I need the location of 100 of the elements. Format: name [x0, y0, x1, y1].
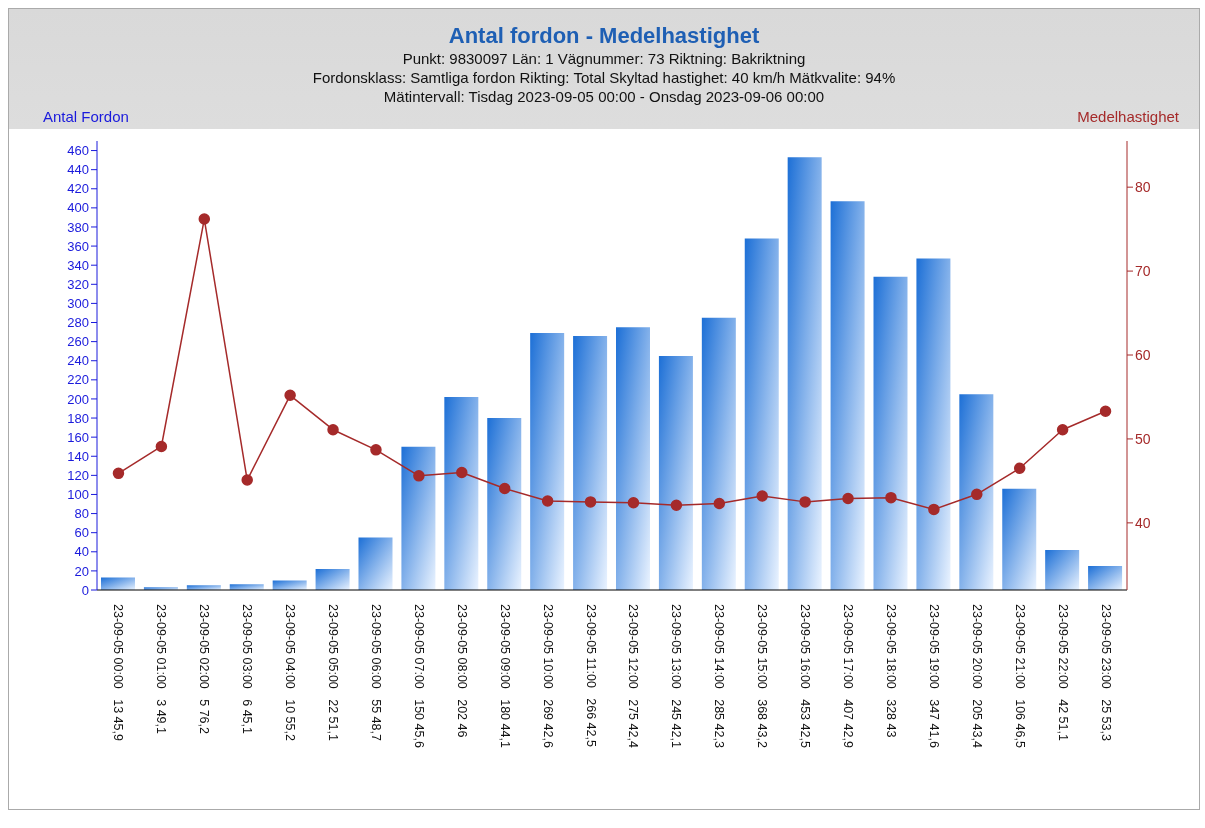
point — [456, 466, 468, 479]
bar — [959, 394, 994, 590]
y-tick-label: 420 — [67, 181, 89, 197]
y-tick-label: 360 — [67, 238, 89, 254]
point — [498, 482, 511, 495]
bar — [444, 397, 479, 590]
y-tick-label: 120 — [67, 467, 89, 483]
y2-tick-label: 80 — [1135, 179, 1151, 196]
y2-tick-label: 60 — [1135, 346, 1151, 363]
point — [756, 490, 768, 502]
point — [370, 444, 382, 456]
bar — [830, 201, 865, 590]
y-tick-label: 60 — [74, 525, 89, 541]
y2-tick-label: 70 — [1135, 263, 1151, 280]
point — [885, 491, 897, 504]
y-tick-label: 460 — [67, 143, 89, 159]
x-tick-label: 23-09-05 23:00 25 53,3 — [1098, 604, 1113, 741]
bar — [573, 335, 608, 590]
bar — [1088, 566, 1123, 590]
bar — [744, 238, 779, 590]
point — [327, 423, 339, 436]
point — [284, 389, 296, 402]
point — [1056, 423, 1069, 436]
point — [413, 470, 425, 482]
x-tick-label: 23-09-05 12:00 275 42,4 — [626, 604, 641, 748]
x-tick-label: 23-09-05 08:00 202 46 — [454, 604, 469, 738]
x-tick-label: 23-09-05 07:00 150 45,6 — [411, 604, 426, 748]
y2-axis-title: Medelhastighet — [1077, 108, 1179, 125]
y-tick-label: 140 — [67, 448, 89, 464]
bar — [487, 418, 522, 590]
x-tick-label: 23-09-05 13:00 245 42,1 — [669, 604, 684, 748]
x-tick-label: 23-09-05 06:00 55 48,7 — [368, 604, 383, 741]
x-tick-label: 23-09-05 10:00 269 42,6 — [540, 604, 555, 748]
bar — [401, 446, 436, 590]
bar — [358, 537, 393, 590]
bar — [1002, 488, 1037, 590]
y-axis-title: Antal Fordon — [43, 108, 129, 125]
x-tick-label: 23-09-05 09:00 180 44,1 — [497, 604, 512, 748]
point — [155, 440, 168, 453]
bar — [701, 317, 736, 590]
y-tick-label: 440 — [67, 162, 89, 178]
y-tick-label: 300 — [67, 296, 89, 312]
bar — [616, 327, 650, 590]
y-tick-label: 160 — [67, 429, 89, 445]
y-tick-label: 100 — [67, 487, 89, 503]
x-tick-label: 23-09-05 15:00 368 43,2 — [755, 604, 770, 748]
x-tick-label: 23-09-05 21:00 106 46,5 — [1012, 604, 1027, 748]
x-tick-label: 23-09-05 22:00 42 51,1 — [1055, 604, 1070, 741]
x-tick-label: 23-09-05 14:00 285 42,3 — [712, 604, 727, 748]
point — [1013, 462, 1026, 475]
x-tick-label: 23-09-05 16:00 453 42,5 — [798, 604, 813, 748]
y-tick-label: 400 — [67, 200, 89, 216]
y-tick-label: 280 — [67, 315, 89, 331]
bar — [530, 333, 565, 590]
x-tick-label: 23-09-05 02:00 5 76,2 — [197, 604, 212, 735]
y-tick-label: 320 — [67, 276, 89, 292]
x-tick-label: 23-09-05 17:00 407 42,9 — [841, 604, 856, 748]
bar — [315, 568, 350, 590]
y2-tick-label: 50 — [1135, 430, 1151, 447]
x-tick-label: 23-09-05 00:00 13 45,9 — [111, 604, 126, 741]
y-tick-label: 380 — [67, 219, 89, 235]
point — [627, 496, 640, 509]
chart-subtitle: Punkt: 9830097 Län: 1 Vägnummer: 73 Riktning: Bakriktning Fordonsklass: Samtliga fordon Rikting: Total Skyltad hastighet: 40 km/h Mätkvalite: 94% Mätintervall: Tisdag 2023-09-05 00:00 - Onsdag 2023-09-06 00:00 — [311, 49, 897, 106]
y-tick-label: 80 — [74, 506, 89, 522]
x-tick-label: 23-09-05 19:00 347 41,6 — [926, 604, 941, 748]
point — [670, 499, 683, 511]
point — [198, 213, 211, 225]
point — [541, 495, 554, 507]
point — [112, 467, 125, 480]
y-tick-label: 240 — [67, 353, 89, 369]
bar — [1045, 549, 1080, 590]
y-tick-label: 340 — [67, 257, 89, 273]
x-tick-label: 23-09-05 04:00 10 55,2 — [283, 604, 298, 741]
x-tick-label: 23-09-05 03:00 6 45,1 — [240, 604, 255, 735]
bar — [787, 157, 822, 590]
y-tick-label: 200 — [67, 391, 89, 407]
y-tick-label: 180 — [67, 410, 89, 426]
point — [928, 503, 940, 516]
bar — [658, 355, 693, 590]
point — [799, 496, 811, 508]
point — [971, 488, 983, 501]
point — [241, 474, 253, 486]
x-tick-label: 23-09-05 20:00 205 43,4 — [969, 604, 984, 748]
x-tick-label: 23-09-05 01:00 3 49,1 — [154, 604, 169, 735]
y-tick-label: 40 — [74, 544, 89, 560]
bar — [873, 276, 908, 590]
chart-title: Antal fordon - Medelhastighet — [447, 23, 761, 49]
point — [842, 492, 854, 505]
point — [584, 496, 597, 508]
y-tick-label: 220 — [67, 372, 89, 388]
point — [713, 497, 726, 510]
x-tick-label: 23-09-05 18:00 328 43 — [883, 604, 898, 738]
y-tick-label: 20 — [74, 563, 89, 579]
y-tick-label: 0 — [81, 582, 89, 598]
bar — [916, 258, 951, 590]
y-tick-label: 260 — [67, 334, 89, 350]
y2-tick-label: 40 — [1135, 514, 1151, 531]
point — [1099, 405, 1112, 417]
x-tick-label: 23-09-05 05:00 22 51,1 — [326, 604, 341, 741]
x-tick-label: 23-09-05 11:00 266 42,5 — [583, 604, 598, 747]
